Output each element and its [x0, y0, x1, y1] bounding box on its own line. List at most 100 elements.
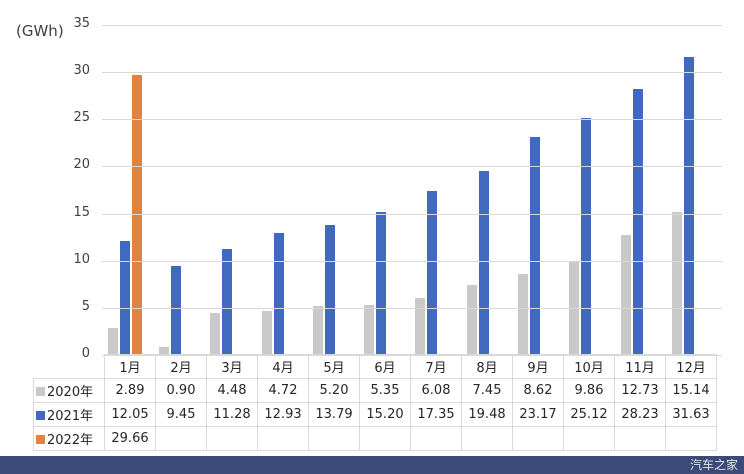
table-cell: 9.45	[155, 402, 207, 427]
bar-2021年	[119, 241, 130, 355]
table-cell: 13.79	[308, 402, 360, 427]
bar-2021年	[581, 118, 592, 355]
x-category-label: 12月	[665, 354, 717, 379]
table-cell	[308, 426, 360, 451]
gridline	[102, 72, 722, 74]
bar-2020年	[210, 312, 221, 355]
x-category-label: 9月	[512, 354, 564, 379]
table-cell: 0.90	[155, 378, 207, 403]
table-cell: 9.86	[563, 378, 615, 403]
table-row: 2021年 12.05 9.45 11.28 12.93 13.79 15.20 17.35 1…	[33, 402, 717, 427]
gridline	[102, 119, 722, 121]
table-cell: 31.63	[665, 402, 717, 427]
bar-2020年	[671, 212, 682, 355]
x-category-label: 7月	[410, 354, 462, 379]
gridline	[102, 213, 722, 215]
y-tick-label: 15	[73, 204, 90, 220]
y-tick-label: 5	[81, 298, 90, 314]
x-category-label: 10月	[563, 354, 615, 379]
table-cell: 6.08	[410, 378, 462, 403]
table-cell: 19.48	[461, 402, 513, 427]
table-cell: 12.05	[104, 402, 156, 427]
table-cell: 15.14	[665, 378, 717, 403]
table-cell	[155, 426, 207, 451]
y-tick-label: 0	[81, 346, 90, 361]
table-cell: 23.17	[512, 402, 564, 427]
x-category-label: 3月	[206, 354, 258, 379]
x-category-label: 1月	[104, 354, 156, 379]
legend-swatch	[36, 387, 45, 396]
table-cell: 25.12	[563, 402, 615, 427]
y-tick-label: 25	[73, 110, 90, 126]
bar-2021年	[427, 191, 438, 355]
watermark: 汽车之家	[689, 458, 738, 472]
table-cell	[359, 426, 411, 451]
bar-2021年	[376, 211, 387, 355]
table-cell	[665, 426, 717, 451]
table-cell: 2.89	[104, 378, 156, 403]
table-cell: 5.20	[308, 378, 360, 403]
table-cell	[206, 426, 258, 451]
legend-swatch	[36, 435, 45, 444]
y-tick-label: 30	[73, 63, 90, 79]
bar-2021年	[222, 248, 233, 355]
x-category-label: 6月	[359, 354, 411, 379]
gridline	[102, 307, 722, 309]
table-row: 2020年 2.89 0.90 4.48 4.72 5.20 5.35 6.08 7.45 8.6…	[33, 378, 717, 403]
bar-2022年	[131, 75, 142, 355]
bar-2020年	[415, 297, 426, 355]
legend-label: 2021年	[47, 409, 94, 424]
table-cell: 28.23	[614, 402, 666, 427]
table-cell: 12.93	[257, 402, 309, 427]
bar-2021年	[324, 224, 335, 355]
bar-2020年	[620, 234, 631, 355]
table-cell: 15.20	[359, 402, 411, 427]
gridline	[102, 166, 722, 168]
gridline	[102, 355, 722, 356]
bar-2020年	[261, 310, 272, 355]
x-category-label: 4月	[257, 354, 309, 379]
data-table: 1月 2月 3月 4月 5月 6月 7月 8月 9月 10月 11月 12月 2020年 2.89 0.90…	[33, 354, 717, 451]
table-cell	[410, 426, 462, 451]
x-category-label: 5月	[308, 354, 360, 379]
legend-swatch	[36, 411, 45, 420]
table-cell: 4.72	[257, 378, 309, 403]
y-tick-label: 20	[73, 157, 90, 173]
table-cell: 12.73	[614, 378, 666, 403]
table-cell	[512, 426, 564, 451]
legend-label: 2022年	[47, 433, 94, 448]
plot-area	[102, 25, 717, 355]
table-cell: 4.48	[206, 378, 258, 403]
bar-2021年	[632, 88, 643, 355]
bar-2021年	[273, 233, 284, 355]
bar-2021年	[683, 56, 694, 355]
table-row: 2022年 29.66	[33, 426, 717, 451]
table-cell	[614, 426, 666, 451]
bar-2020年	[466, 284, 477, 355]
bar-2020年	[158, 346, 169, 355]
gridline	[102, 25, 722, 26]
bar-2021年	[530, 136, 541, 355]
x-category-label: 2月	[155, 354, 207, 379]
x-category-label: 11月	[614, 354, 666, 379]
table-cell	[563, 426, 615, 451]
y-axis-unit-label: (GWh)	[16, 22, 64, 40]
table-cell: 11.28	[206, 402, 258, 427]
x-category-label: 8月	[461, 354, 513, 379]
table-cell: 17.35	[410, 402, 462, 427]
table-cell: 8.62	[512, 378, 564, 403]
gridline	[102, 260, 722, 262]
bar-2021年	[170, 265, 181, 355]
table-cell: 7.45	[461, 378, 513, 403]
bar-2020年	[518, 273, 529, 355]
footer-bar	[0, 456, 744, 474]
y-tick-label: 10	[73, 251, 90, 267]
table-cell	[461, 426, 513, 451]
y-tick-label: 35	[73, 16, 90, 31]
legend-label: 2020年	[47, 385, 94, 400]
table-cell: 29.66	[104, 426, 156, 451]
bar-2021年	[478, 171, 489, 355]
table-cell: 5.35	[359, 378, 411, 403]
bar-2020年	[312, 305, 323, 355]
bar-2020年	[107, 327, 118, 355]
